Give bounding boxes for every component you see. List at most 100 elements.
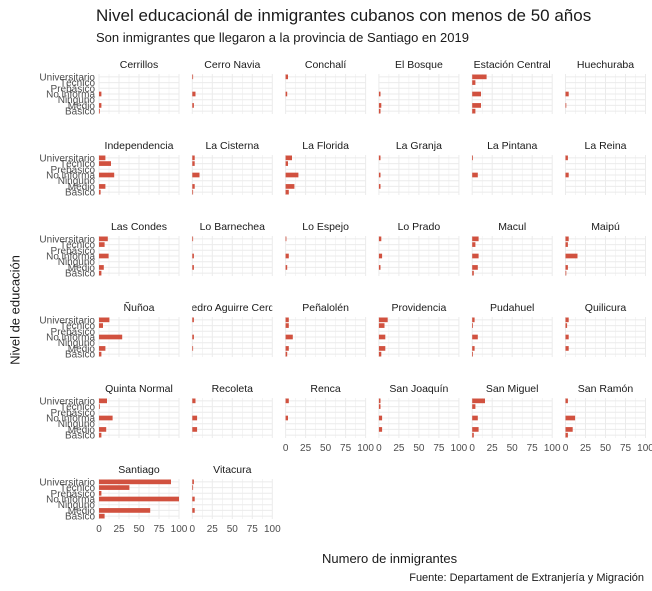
bar [99, 490, 102, 496]
facet-strip-label: Pedro Aguirre Cerda [184, 302, 280, 314]
bar [99, 351, 102, 357]
bar [285, 189, 289, 195]
bar [192, 415, 198, 421]
facet-panel: Conchalí [285, 59, 367, 114]
facet-strip-label: La Granja [396, 140, 442, 152]
facet-strip-label: Macul [498, 221, 526, 233]
x-tick-label: 50 [413, 443, 425, 454]
facet-panel: Cerro Navia [191, 59, 273, 114]
bar [192, 161, 195, 166]
x-tick-label: 25 [580, 443, 592, 454]
facet-strip-label: Lo Prado [398, 221, 441, 233]
y-tick-label: Básico [65, 107, 95, 118]
facet-strip-label: Lo Espejo [302, 221, 349, 233]
facet-strip-label: La Florida [302, 140, 349, 152]
facet-strip-label: Maipú [591, 221, 620, 233]
bar [192, 346, 194, 351]
x-tick-label: 0 [563, 443, 569, 454]
facet-panel: Huechuraba [565, 59, 646, 114]
y-tick-label: Medio [68, 344, 96, 355]
bar [192, 184, 195, 189]
y-tick-label: Prebásico [51, 408, 96, 419]
bar [99, 398, 107, 404]
bar [472, 242, 476, 247]
chart-subtitle: Son inmigrantes que llegaron a la provin… [96, 30, 469, 45]
bar [99, 513, 105, 519]
y-tick-label: Básico [65, 431, 95, 442]
facet-strip-label: Pudahuel [490, 302, 534, 314]
y-tick-label: No informa [46, 333, 95, 344]
y-tick-label: Prebásico [51, 327, 96, 338]
y-tick-label: Técnico [60, 483, 95, 494]
x-axis-label: Numero de inmigrantes [322, 551, 458, 566]
bar [378, 184, 381, 189]
facet-panel: Recoleta [191, 383, 273, 438]
bar [99, 427, 107, 432]
facet-strip-label: Quilicura [585, 302, 627, 314]
bar [472, 323, 473, 328]
facet-strip-label: Peñalolén [302, 302, 349, 314]
x-tick-label: 25 [487, 443, 499, 454]
bar [192, 253, 194, 259]
facet-strip-label: San Ramón [578, 383, 634, 395]
facet-strip-label: Renca [310, 383, 341, 395]
bar [565, 317, 569, 323]
y-tick-label: Básico [65, 512, 95, 523]
bar [378, 265, 381, 270]
x-tick-label: 25 [300, 443, 312, 454]
bar [378, 323, 385, 328]
x-tick-label: 0 [283, 443, 289, 454]
bar [192, 74, 194, 80]
facet-strip-label: Cerro Navia [204, 59, 260, 71]
bar [192, 265, 194, 270]
bar [472, 317, 475, 323]
facet-strip-label: Las Condes [111, 221, 167, 233]
y-tick-label: No informa [46, 171, 95, 182]
bar [285, 317, 289, 323]
bar [472, 253, 479, 259]
x-tick-label: 75 [620, 443, 632, 454]
facet-strip-label: Quinta Normal [105, 383, 173, 395]
x-tick-label: 50 [507, 443, 519, 454]
x-tick-label: 100 [171, 524, 188, 535]
facet-strip-label: Ñuñoa [124, 301, 155, 314]
x-tick-label: 100 [451, 443, 468, 454]
bar [565, 242, 568, 247]
facet-strip-label: El Bosque [395, 59, 443, 71]
facet-panel: Independencia UniversitarioTécnicoPrebási… [39, 140, 180, 199]
bar [99, 508, 151, 513]
bar [472, 432, 474, 438]
x-tick-label: 25 [207, 524, 219, 535]
facet-panel: Pudahuel [471, 302, 553, 357]
bar [99, 236, 108, 242]
bar [99, 334, 123, 340]
y-tick-label: Ninguno [58, 257, 96, 268]
bar [285, 265, 288, 270]
bar [565, 91, 569, 97]
bar [99, 91, 102, 97]
bar [378, 236, 382, 242]
bar [192, 508, 195, 513]
bar [472, 108, 476, 114]
bar [192, 485, 194, 490]
bar [285, 172, 299, 178]
x-tick-label: 100 [357, 443, 374, 454]
bar [285, 398, 289, 404]
facet-panel: San Ramón 0 25 50 75 100 [563, 383, 652, 454]
bar [565, 265, 568, 270]
facet-panel: San Joaquín 0 25 50 75 100 [376, 383, 468, 454]
y-tick-label: Universitario [39, 396, 95, 407]
bar [192, 155, 195, 161]
bar [472, 155, 473, 161]
bar [285, 351, 288, 357]
y-tick-label: No informa [46, 90, 95, 101]
y-tick-label: Ninguno [58, 419, 96, 430]
facet-strip-label: Estación Central [474, 59, 551, 71]
y-tick-label: Universitario [39, 477, 95, 488]
y-tick-label: Universitario [39, 72, 95, 83]
facet-panel: La Cisterna [191, 140, 273, 195]
y-tick-label: Ninguno [58, 500, 96, 511]
chart-title: Nivel educacionál de inmigrantes cubanos… [96, 6, 592, 25]
facet-strip-label: San Joaquín [389, 383, 448, 395]
